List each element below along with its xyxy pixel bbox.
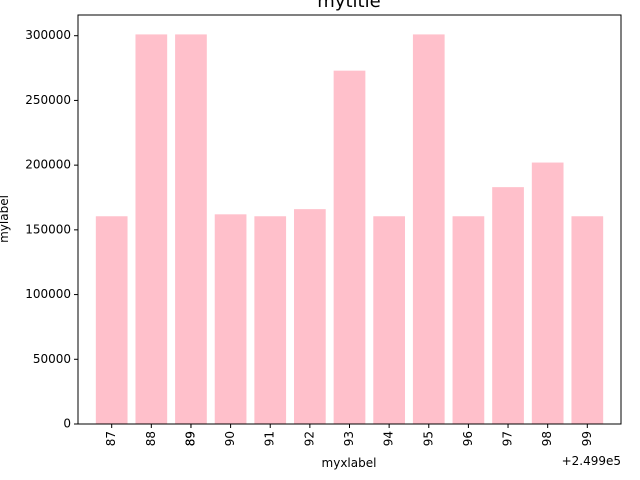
bar-92 [294,209,326,424]
x-offset-label: +2.499e5 [562,454,621,468]
y-tick-label: 250000 [25,93,71,107]
x-tick-label: 90 [223,431,237,446]
x-tick-label: 94 [382,431,396,446]
x-tick-label: 95 [421,431,435,446]
bar-90 [214,214,247,424]
bar-99 [571,216,604,424]
y-tick-label: 300000 [25,28,71,42]
x-tick-label: 91 [263,431,277,446]
x-tick-label: 99 [580,431,594,446]
bars-group [95,34,604,425]
bar-91 [254,216,287,424]
y-tick-label: 200000 [25,158,71,172]
y-ticks-group: 0 50000 100000 150000 200000 250000 300000 [25,28,78,431]
y-tick-label: 0 [63,417,71,431]
x-tick-label: 87 [104,431,118,446]
bar-95 [412,34,445,425]
chart-title: mytitle [317,0,380,12]
y-axis-label: mylabel [0,195,11,243]
bar-94 [373,216,405,424]
x-tick-label: 89 [183,431,197,446]
x-tick-label: 98 [540,431,554,446]
x-tick-label: 92 [302,431,316,446]
bar-89 [175,34,207,425]
x-axis-label: myxlabel [322,456,377,470]
bar-96 [452,216,485,424]
bar-93 [333,70,366,424]
bar-97 [492,187,524,424]
bar-98 [531,162,564,424]
x-tick-label: 96 [461,431,475,446]
x-tick-label: 93 [342,431,356,446]
y-tick-label: 100000 [25,287,71,301]
bar-87 [95,216,128,424]
y-tick-label: 50000 [33,352,71,366]
x-tick-label: 97 [501,431,515,446]
bar-88 [135,34,168,425]
x-tick-label: 88 [144,431,158,446]
plot-frame [77,14,622,425]
y-tick-label: 150000 [25,222,71,236]
x-tick-label: 89 [183,431,197,446]
